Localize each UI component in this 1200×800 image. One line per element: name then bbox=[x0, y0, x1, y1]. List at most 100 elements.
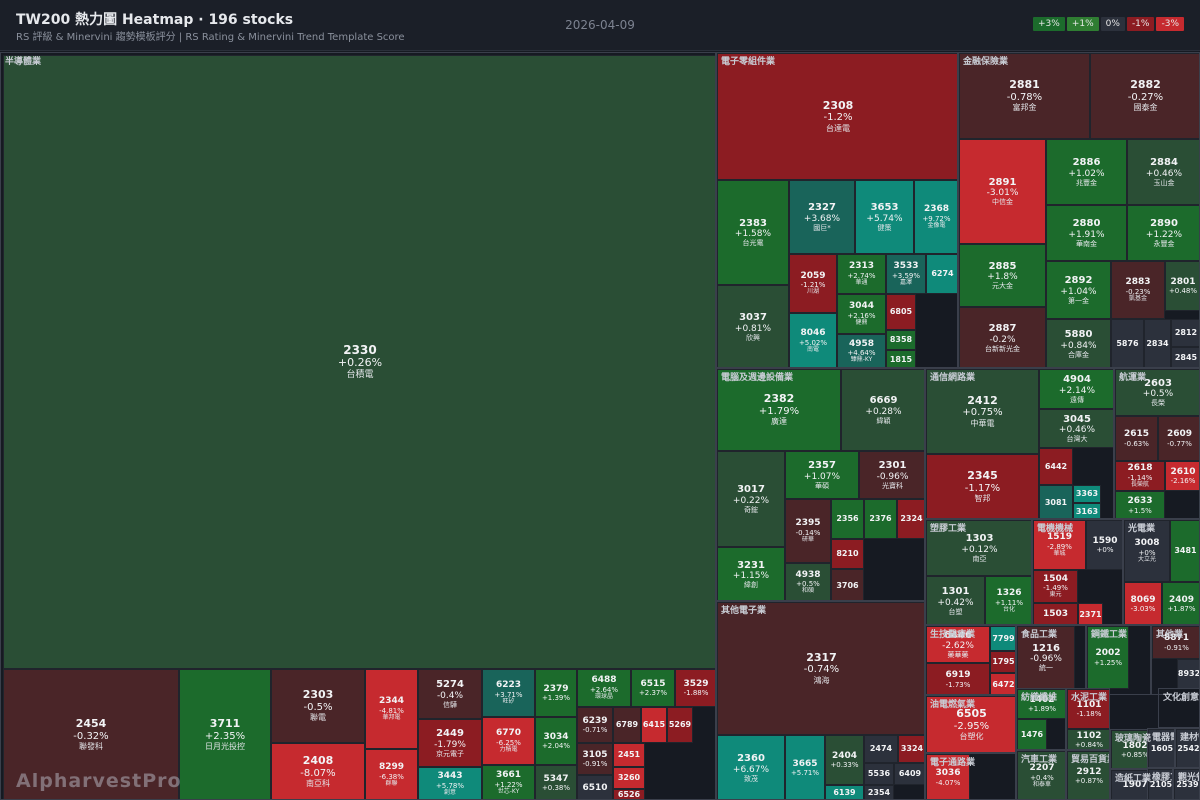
stock-tile-7799[interactable]: 7799 bbox=[990, 626, 1015, 651]
stock-tile-3661[interactable]: 3661 +1.22% 世芯-KY bbox=[482, 765, 535, 799]
stock-tile-2412[interactable]: 2412 +0.75% 中華電 bbox=[926, 369, 1039, 454]
stock-tile-2633[interactable]: 2633 +1.5% bbox=[1115, 491, 1165, 518]
stock-tile-1303[interactable]: 1303 +0.12% 南亞 bbox=[926, 520, 1031, 576]
stock-tile-2845[interactable]: 2845 bbox=[1171, 347, 1199, 367]
stock-tile-6805[interactable]: 6805 bbox=[886, 294, 916, 330]
stock-tile-2883[interactable]: 2883 -0.23% 凱基金 bbox=[1111, 261, 1165, 319]
stock-tile-1301[interactable]: 1301 +0.42% 台塑 bbox=[926, 576, 985, 624]
stock-tile-2345[interactable]: 2345 -1.17% 智邦 bbox=[926, 454, 1039, 518]
stock-tile-6770[interactable]: 6770 -6.25% 力積電 bbox=[482, 717, 535, 765]
stock-tile-1504[interactable]: 1504 -1.49% 東元 bbox=[1033, 570, 1078, 603]
stock-tile-2105[interactable]: 2105 bbox=[1148, 769, 1172, 799]
stock-tile-5274[interactable]: 5274 -0.4% 信驊 bbox=[418, 669, 482, 719]
stock-tile-2881[interactable]: 2881 -0.78% 富邦金 bbox=[959, 53, 1090, 139]
stock-tile-3481[interactable]: 3481 bbox=[1170, 520, 1199, 582]
stock-tile-2451[interactable]: 2451 bbox=[613, 743, 645, 767]
stock-tile-6446[interactable]: 6446 -2.62% 藥華藥 bbox=[926, 626, 990, 663]
stock-tile-3017[interactable]: 3017 +0.22% 奇鋐 bbox=[717, 451, 785, 547]
stock-tile-2360[interactable]: 2360 +6.67% 致茂 bbox=[717, 735, 785, 799]
stock-tile-1402[interactable]: 1402 +1.89% bbox=[1017, 689, 1065, 719]
stock-tile-6415[interactable]: 6415 bbox=[641, 707, 667, 743]
stock-tile-2301[interactable]: 2301 -0.96% 光寶科 bbox=[859, 451, 924, 499]
stock-tile-2408[interactable]: 2408 -8.07% 南亞科 bbox=[271, 743, 365, 799]
stock-tile-3037[interactable]: 3037 +0.81% 欣興 bbox=[717, 285, 789, 367]
stock-tile-3231[interactable]: 3231 +1.15% 緯創 bbox=[717, 547, 785, 600]
stock-tile-2812[interactable]: 2812 bbox=[1171, 319, 1199, 347]
stock-tile-6515[interactable]: 6515 +2.37% bbox=[631, 669, 675, 707]
stock-tile-2603[interactable]: 2603 +0.5% 長榮 bbox=[1115, 369, 1199, 416]
stock-tile-2308[interactable]: 2308 -1.2% 台達電 bbox=[717, 53, 957, 180]
stock-tile-2882[interactable]: 2882 -0.27% 國泰金 bbox=[1090, 53, 1199, 139]
stock-tile-6789[interactable]: 6789 bbox=[613, 707, 641, 743]
stock-tile-8358[interactable]: 8358 bbox=[886, 330, 916, 350]
stock-tile-2059[interactable]: 2059 -1.21% 川湖 bbox=[789, 254, 837, 313]
stock-tile-3008[interactable]: 3008 +0% 大立光 bbox=[1124, 520, 1170, 582]
stock-tile-2886[interactable]: 2886 +1.02% 兆豐金 bbox=[1046, 139, 1127, 205]
stock-tile-2887[interactable]: 2887 -0.2% 台新新光金 bbox=[959, 307, 1046, 367]
stock-tile-3706[interactable]: 3706 bbox=[831, 569, 864, 600]
stock-tile-1605[interactable]: 1605 bbox=[1148, 729, 1174, 767]
stock-tile-2615[interactable]: 2615 -0.63% bbox=[1115, 416, 1158, 461]
stock-tile-1503[interactable]: 1503 bbox=[1033, 603, 1078, 624]
stock-tile-6409[interactable]: 6409 bbox=[894, 763, 924, 785]
stock-tile-2395[interactable]: 2395 -0.14% 研華 bbox=[785, 499, 831, 563]
stock-tile-5269[interactable]: 5269 bbox=[667, 707, 693, 743]
stock-tile-1476[interactable]: 1476 bbox=[1017, 719, 1047, 749]
stock-tile-2330[interactable]: 2330 +0.26% 台積電 bbox=[3, 55, 715, 669]
stock-tile-2404[interactable]: 2404 +0.33% bbox=[825, 735, 864, 785]
stock-tile-3105[interactable]: 3105 -0.91% bbox=[577, 743, 613, 775]
stock-tile-2912[interactable]: 2912 +0.87% bbox=[1067, 751, 1109, 799]
stock-tile-2801[interactable]: 2801 +0.48% bbox=[1165, 261, 1199, 311]
stock-tile-2891[interactable]: 2891 -3.01% 中信金 bbox=[959, 139, 1046, 244]
stock-tile-2368[interactable]: 2368 +9.72% 金像電 bbox=[914, 180, 957, 254]
stock-tile-5880[interactable]: 5880 +0.84% 合庫金 bbox=[1046, 319, 1111, 367]
stock-tile-6510[interactable]: 6510 bbox=[577, 775, 613, 799]
stock-tile-2539[interactable]: 2539 bbox=[1174, 769, 1199, 799]
stock-tile-3533[interactable]: 3533 +3.59% 嘉澤 bbox=[886, 254, 926, 294]
stock-tile-1519[interactable]: 1519 -2.89% 華城 bbox=[1033, 520, 1086, 570]
stock-tile-3324[interactable]: 3324 bbox=[898, 735, 924, 763]
stock-tile-8299[interactable]: 8299 -6.38% 群聯 bbox=[365, 749, 418, 799]
stock-tile-5876[interactable]: 5876 bbox=[1111, 319, 1144, 367]
stock-tile-3653[interactable]: 3653 +5.74% 健策 bbox=[855, 180, 914, 254]
stock-tile-2610[interactable]: 2610 -2.16% bbox=[1165, 461, 1199, 491]
stock-tile-3163[interactable]: 3163 bbox=[1073, 503, 1101, 518]
stock-tile-5536[interactable]: 5536 bbox=[864, 763, 894, 785]
stock-tile-2376[interactable]: 2376 bbox=[864, 499, 897, 539]
stock-tile-3036[interactable]: 3036 -4.07% bbox=[926, 754, 970, 799]
stock-tile-2454[interactable]: 2454 -0.32% 聯發科 bbox=[3, 669, 179, 799]
stock-tile-2880[interactable]: 2880 +1.91% 華南金 bbox=[1046, 205, 1127, 261]
stock-tile-2618[interactable]: 2618 -1.14% 長榮航 bbox=[1115, 461, 1165, 491]
stock-tile-2354[interactable]: 2354 bbox=[864, 785, 894, 799]
stock-tile-3034[interactable]: 3034 +2.04% bbox=[535, 717, 577, 765]
stock-tile-4938[interactable]: 4938 +0.5% 和碩 bbox=[785, 563, 831, 600]
stock-tile-8210[interactable]: 8210 bbox=[831, 539, 864, 569]
stock-tile-1101[interactable]: 1101 -1.18% bbox=[1067, 689, 1109, 729]
stock-tile-6442[interactable]: 6442 bbox=[1039, 448, 1073, 485]
stock-tile-1590[interactable]: 1590 +0% bbox=[1086, 520, 1122, 570]
stock-tile-2356[interactable]: 2356 bbox=[831, 499, 864, 539]
stock-tile-3260[interactable]: 3260 bbox=[613, 767, 645, 789]
stock-tile-2383[interactable]: 2383 +1.58% 台光電 bbox=[717, 180, 789, 285]
stock-tile-3081[interactable]: 3081 bbox=[1039, 485, 1073, 518]
stock-tile-8069[interactable]: 8069 -3.03% bbox=[1124, 582, 1162, 624]
stock-tile-2892[interactable]: 2892 +1.04% 第一金 bbox=[1046, 261, 1111, 319]
stock-tile-2609[interactable]: 2609 -0.77% bbox=[1158, 416, 1199, 461]
stock-tile-3529[interactable]: 3529 -1.88% bbox=[675, 669, 715, 707]
stock-tile-2357[interactable]: 2357 +1.07% 華碩 bbox=[785, 451, 859, 499]
stock-tile-8046[interactable]: 8046 +5.02% 南電 bbox=[789, 313, 837, 367]
stock-tile-2474[interactable]: 2474 bbox=[864, 735, 898, 763]
stock-tile-2207[interactable]: 2207 +0.4% 和泰車 bbox=[1017, 751, 1065, 799]
stock-tile-6526[interactable]: 6526 bbox=[613, 789, 645, 799]
stock-tile-1326[interactable]: 1326 +1.11% 台化 bbox=[985, 576, 1031, 624]
stock-tile-2379[interactable]: 2379 +1.39% bbox=[535, 669, 577, 717]
stock-tile-2371[interactable]: 2371 bbox=[1078, 603, 1103, 624]
stock-tile-5347[interactable]: 5347 +0.38% bbox=[535, 765, 577, 799]
stock-tile-2324[interactable]: 2324 bbox=[897, 499, 924, 539]
stock-tile-2885[interactable]: 2885 +1.8% 元大金 bbox=[959, 244, 1046, 307]
stock-tile-6274[interactable]: 6274 bbox=[926, 254, 957, 294]
stock-tile-6139[interactable]: 6139 bbox=[825, 785, 864, 799]
stock-tile-2303[interactable]: 2303 -0.5% 聯電 bbox=[271, 669, 365, 743]
stock-tile-3443[interactable]: 3443 +5.78% 創意 bbox=[418, 767, 482, 799]
stock-tile-1216[interactable]: 1216 -0.96% 統一 bbox=[1017, 626, 1075, 689]
